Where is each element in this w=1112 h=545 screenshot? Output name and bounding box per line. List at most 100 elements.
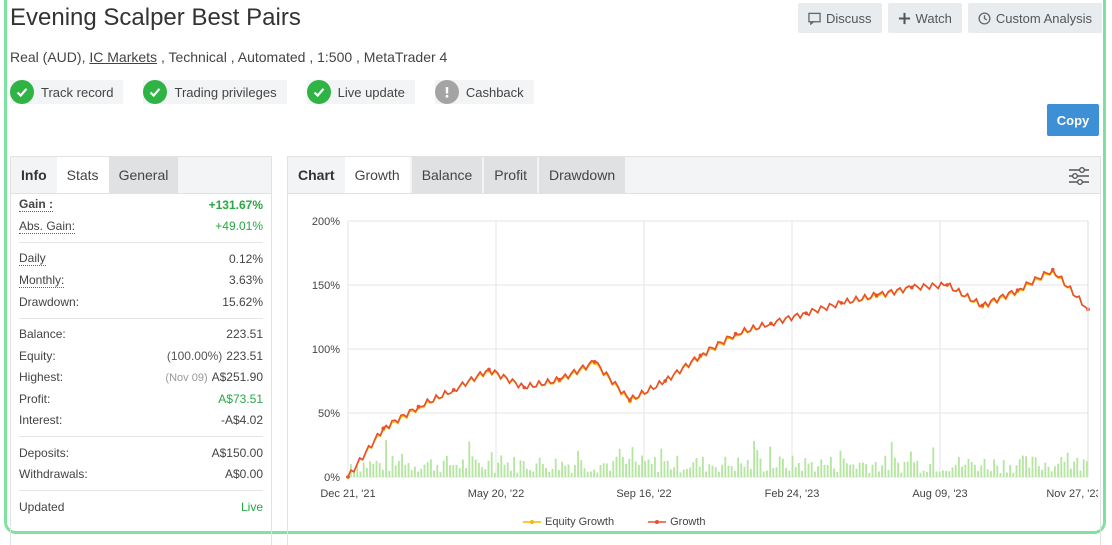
- volume-bar: [778, 456, 781, 477]
- volume-bar: [1073, 461, 1075, 477]
- stat-label[interactable]: Daily: [19, 251, 46, 267]
- growth-line-point: [487, 367, 491, 372]
- volume-bar: [580, 460, 583, 477]
- stat-value: +131.67%: [208, 197, 263, 212]
- stat-value: A$73.51: [218, 391, 263, 406]
- tab-growth[interactable]: Growth: [344, 157, 410, 193]
- volume-bar: [596, 472, 599, 477]
- volume-bar: [730, 465, 733, 477]
- badge-cashback: Cashback: [434, 80, 534, 104]
- volume-bar: [516, 472, 519, 477]
- comment-icon: [808, 12, 821, 25]
- volume-bar: [644, 461, 647, 477]
- volume-bar: [362, 462, 365, 477]
- volume-bar: [711, 465, 714, 477]
- legend-equity[interactable]: Equity Growth: [523, 516, 614, 528]
- y-tick-label: 150%: [312, 280, 340, 292]
- y-tick-label: 50%: [318, 408, 340, 420]
- volume-bar: [487, 460, 490, 477]
- divider: [19, 436, 263, 437]
- tab-general[interactable]: General: [108, 157, 179, 193]
- custom-analysis-button[interactable]: Custom Analysis: [967, 3, 1102, 33]
- volume-bar: [842, 458, 845, 477]
- volume-bar: [647, 459, 650, 477]
- volume-bar: [1018, 459, 1021, 477]
- legend-growth[interactable]: Growth: [648, 516, 706, 528]
- badge-live-update: Live update: [306, 80, 415, 104]
- stat-abs-gain: Abs. Gain: +49.01%: [19, 216, 263, 238]
- growth-line-point: [1050, 267, 1055, 272]
- volume-bar: [894, 457, 896, 477]
- volume-bar: [804, 458, 807, 477]
- volume-bar: [698, 466, 701, 477]
- divider: [19, 490, 263, 491]
- stat-value: 223.51: [226, 327, 263, 342]
- volume-bar: [686, 468, 688, 477]
- exclamation-circle-icon: [434, 80, 459, 104]
- stat-value: +49.01%: [215, 219, 263, 234]
- copy-button[interactable]: Copy: [1047, 104, 1099, 136]
- stat-value: 0.12%: [228, 251, 263, 266]
- volume-bar: [1015, 465, 1018, 477]
- volume-bar: [801, 470, 803, 477]
- volume-bar: [916, 460, 919, 477]
- volume-bar: [618, 448, 621, 477]
- volume-bar: [570, 472, 573, 477]
- page-title: Evening Scalper Best Pairs: [10, 4, 301, 31]
- volume-bar: [375, 460, 378, 477]
- volume-bar: [1038, 466, 1040, 477]
- volume-bar: [938, 471, 941, 477]
- tab-stats[interactable]: Stats: [56, 157, 109, 193]
- volume-bar: [782, 458, 784, 477]
- volume-bar: [990, 471, 992, 477]
- volume-bar: [695, 458, 698, 477]
- volume-bar: [564, 465, 567, 477]
- stat-interest: Interest: -A$4.02: [19, 410, 263, 432]
- volume-bar: [775, 467, 778, 477]
- volume-bar: [900, 472, 903, 477]
- volume-bar: [468, 441, 471, 477]
- tab-drawdown[interactable]: Drawdown: [538, 157, 626, 193]
- volume-bar: [625, 464, 627, 477]
- volume-bar: [820, 459, 823, 477]
- stat-updated: Updated Live: [19, 496, 263, 518]
- volume-bar: [756, 450, 759, 477]
- volume-bar: [503, 464, 506, 477]
- divider: [19, 242, 263, 243]
- discuss-button[interactable]: Discuss: [798, 3, 882, 33]
- stat-label[interactable]: Gain :: [19, 197, 54, 213]
- chart-settings-icon[interactable]: [1068, 166, 1090, 186]
- discuss-label: Discuss: [826, 10, 872, 26]
- growth-line-point: [451, 388, 456, 392]
- volume-bar: [714, 467, 717, 477]
- tab-balance[interactable]: Balance: [411, 157, 483, 193]
- volume-bar: [650, 463, 653, 477]
- growth-line-point: [557, 377, 562, 382]
- volume-bar: [718, 471, 720, 477]
- growth-chart[interactable]: 0% 50% 100% 150% 200% Dec 21, '21 May 20, '22 S…: [288, 193, 1098, 543]
- volume-bar: [545, 467, 547, 477]
- volume-bar: [481, 467, 483, 477]
- volume-bar: [961, 466, 963, 477]
- y-tick-label: 0%: [324, 472, 340, 484]
- top-actions: Discuss Watch Custom Analysis: [798, 3, 1102, 33]
- x-tick-label: Aug 09, '23: [912, 488, 967, 500]
- volume-bar: [1050, 471, 1053, 477]
- volume-bar: [807, 463, 810, 477]
- y-tick-label: 100%: [312, 344, 340, 356]
- stat-value: A$251.90: [211, 370, 263, 385]
- stat-value: 3.63%: [228, 273, 263, 288]
- growth-line-point: [381, 426, 386, 431]
- volume-bar: [398, 460, 400, 477]
- stat-label[interactable]: Monthly:: [19, 272, 65, 288]
- stat-note: (100.00%): [166, 348, 223, 363]
- watch-button[interactable]: Watch: [887, 3, 962, 33]
- volume-bar: [910, 451, 912, 477]
- volume-bar: [1079, 470, 1082, 477]
- growth-line-point: [416, 404, 421, 409]
- broker-link[interactable]: IC Markets: [89, 49, 158, 65]
- tab-profit[interactable]: Profit: [484, 157, 537, 193]
- stat-label[interactable]: Abs. Gain:: [19, 218, 76, 234]
- volume-bar: [823, 464, 826, 477]
- volume-bar: [974, 464, 976, 477]
